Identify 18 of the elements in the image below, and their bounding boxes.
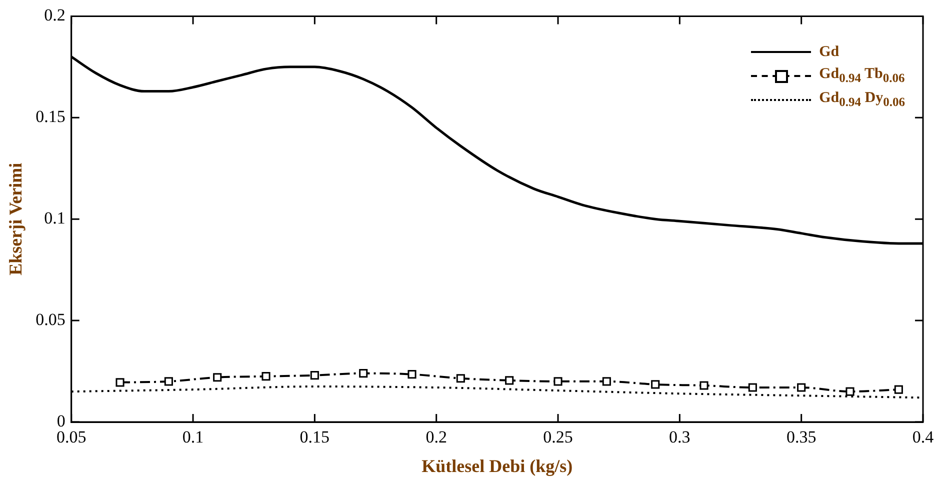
legend-label: Gd$_{0.94}$ Dy$_{0.06}$ xyxy=(819,90,905,110)
x-tick-label: 0.25 xyxy=(543,428,573,447)
y-tick-label: 0.05 xyxy=(36,310,66,330)
y-tick-label: 0.1 xyxy=(44,208,66,228)
y-tick-label: 0 xyxy=(56,411,66,430)
x-tick-label: 0.3 xyxy=(669,428,690,447)
x-tick-label: 0.05 xyxy=(56,428,86,447)
y-axis-title: Ekserji Verimi xyxy=(5,162,26,276)
x-tick-label: 0.1 xyxy=(182,428,204,447)
x-axis-title: Kütlesel Debi (kg/s) xyxy=(422,456,573,476)
legend-label: Gd$_{0.94}$ Tb$_{0.06}$ xyxy=(819,66,905,86)
x-tick-label: 0.4 xyxy=(912,428,934,447)
legend-label: Gd xyxy=(819,44,840,60)
x-tick-label: 0.15 xyxy=(300,428,330,447)
x-tick-label: 0.35 xyxy=(786,428,816,447)
x-tick-label: 0.2 xyxy=(426,428,447,447)
y-tick-label: 0.15 xyxy=(36,107,66,126)
y-tick-label: 0.2 xyxy=(44,6,66,25)
